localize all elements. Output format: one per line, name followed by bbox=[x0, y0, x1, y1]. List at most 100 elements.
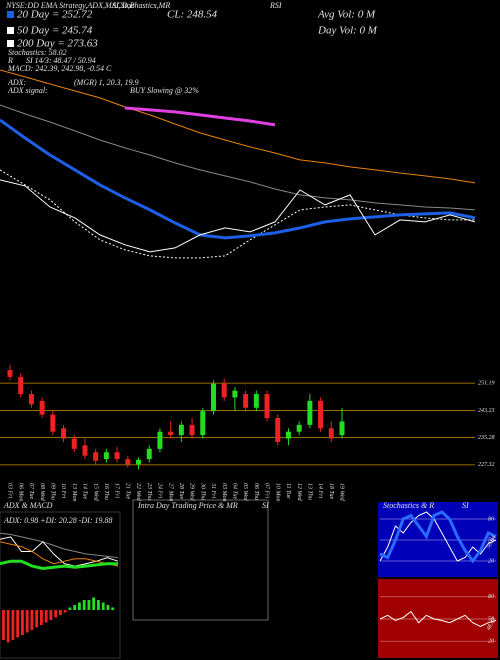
ema-label: 50 Day = 245.74 bbox=[17, 25, 93, 37]
candle-body bbox=[61, 428, 67, 439]
x-tick-label: 10 Fri bbox=[60, 483, 66, 499]
series-line bbox=[0, 179, 476, 253]
indicator-text: (MGR) 1, 20.3, 19.9 bbox=[74, 78, 139, 87]
x-tick-label: 09 Thu bbox=[49, 483, 55, 500]
macd-bar bbox=[16, 610, 20, 638]
legend-swatch bbox=[7, 27, 14, 34]
header-text: RSI bbox=[269, 1, 282, 10]
candle-body bbox=[168, 431, 174, 436]
macd-bar bbox=[30, 610, 34, 630]
x-tick-label: 28 Tue bbox=[178, 483, 184, 500]
indicator-text: R bbox=[7, 56, 13, 65]
candle-body bbox=[18, 376, 24, 395]
x-tick-label: 15 Wed bbox=[92, 483, 98, 502]
candle-body bbox=[285, 431, 291, 439]
candle-body bbox=[200, 411, 206, 436]
y-tick-label: 50 bbox=[488, 537, 494, 543]
panel-subtitle: SI bbox=[462, 501, 469, 510]
macd-bar bbox=[21, 610, 24, 635]
macd-bar bbox=[78, 602, 81, 610]
x-tick-label: 06 Thu bbox=[253, 483, 259, 500]
macd-bar bbox=[25, 610, 29, 633]
indicator-text: Stochastics: 58.02 bbox=[8, 48, 67, 57]
x-tick-label: 29 Wed bbox=[189, 483, 195, 502]
adx-frame bbox=[0, 511, 121, 659]
close-price: CL: 248.54 bbox=[167, 9, 218, 21]
x-tick-label: 03 Fri bbox=[7, 483, 13, 499]
macd-bar bbox=[82, 600, 86, 610]
panel-subtitle: ADX: 0.98 +DI: 20.28 -DI: 19.88 bbox=[3, 516, 113, 525]
x-tick-label: 17 Fri bbox=[114, 483, 120, 499]
series-line bbox=[0, 69, 476, 184]
candle-body bbox=[39, 400, 45, 415]
header-text: NYSE:DD EMA Strategy,ADX,MACD,B bbox=[5, 1, 135, 10]
x-tick-label: 21 Tue bbox=[124, 483, 130, 500]
candle-body bbox=[264, 394, 270, 419]
x-tick-label: 06 Mon bbox=[17, 483, 23, 502]
macd-bar bbox=[54, 610, 58, 618]
x-tick-label: 14 Fri bbox=[317, 483, 324, 499]
panel-title: Intra Day Trading Price & MR bbox=[137, 501, 238, 510]
macd-bar bbox=[68, 607, 72, 610]
intraday-frame bbox=[132, 499, 269, 621]
indicator-text: SI 14/3: 48.47 / 50.94 bbox=[26, 56, 96, 65]
ema-label: 20 Day = 252.72 bbox=[17, 9, 93, 21]
x-tick-label: 14 Tue bbox=[82, 483, 89, 500]
y-tick-label: 251.19 bbox=[478, 380, 495, 386]
candle-body bbox=[71, 438, 77, 449]
macd-bar bbox=[35, 610, 39, 628]
x-tick-label: 05 Wed bbox=[242, 483, 248, 502]
candle-body bbox=[221, 383, 227, 398]
series-line bbox=[0, 559, 118, 571]
macd-bar bbox=[97, 600, 100, 610]
panel-background bbox=[378, 579, 498, 658]
candle-body bbox=[243, 394, 249, 408]
ema-label: 200 Day = 273.63 bbox=[17, 38, 98, 50]
x-tick-label: 03 Mon bbox=[221, 483, 227, 502]
candle-body bbox=[157, 431, 163, 449]
x-tick-label: 04 Tue bbox=[232, 483, 239, 500]
macd-bar bbox=[73, 605, 77, 610]
panel-subtitle: SI bbox=[262, 501, 269, 510]
x-tick-label: 12 Wed bbox=[296, 483, 302, 502]
series-line bbox=[0, 104, 476, 211]
candle-body bbox=[275, 418, 281, 442]
candle-body bbox=[318, 400, 324, 429]
candle-body bbox=[136, 459, 142, 465]
y-tick-label: 235.28 bbox=[478, 435, 495, 441]
macd-bar bbox=[87, 600, 91, 610]
candle-body bbox=[50, 414, 56, 432]
macd-bar bbox=[11, 610, 15, 640]
macd-bar bbox=[2, 610, 5, 640]
candle-body bbox=[178, 424, 184, 436]
candle-body bbox=[7, 370, 13, 377]
x-tick-label: 07 Tue bbox=[28, 483, 34, 500]
macd-bar bbox=[106, 605, 110, 610]
series-line bbox=[0, 169, 475, 259]
candle-body bbox=[125, 459, 131, 465]
panel-title: ADX & MACD bbox=[3, 501, 53, 510]
indicator-text: ADX signal: bbox=[7, 86, 48, 95]
series-line bbox=[0, 541, 119, 567]
x-tick-label: 11 Tue bbox=[285, 483, 291, 499]
x-tick-label: 13 Thu bbox=[306, 483, 312, 500]
candle-body bbox=[114, 452, 120, 460]
avg-volume: Avg Vol: 0 M bbox=[317, 9, 376, 21]
candle-body bbox=[307, 400, 313, 425]
x-tick-label: 31 Fri bbox=[210, 482, 216, 499]
candle-body bbox=[296, 424, 302, 432]
series-line bbox=[0, 118, 476, 240]
candle-body bbox=[232, 390, 238, 398]
macd-bar bbox=[92, 597, 96, 610]
x-tick-label: 07 Fri bbox=[264, 483, 270, 499]
indicator-text: ADX: bbox=[7, 78, 27, 87]
x-tick-label: 08 Wed bbox=[39, 483, 45, 502]
x-tick-label: 10 Mon bbox=[274, 483, 280, 502]
candle-body bbox=[253, 394, 259, 408]
x-tick-label: 22 Wed bbox=[135, 483, 141, 502]
y-tick-label: 20 bbox=[488, 558, 494, 564]
macd-bar bbox=[63, 610, 67, 613]
series-line bbox=[379, 510, 497, 564]
macd-bar bbox=[101, 602, 105, 610]
